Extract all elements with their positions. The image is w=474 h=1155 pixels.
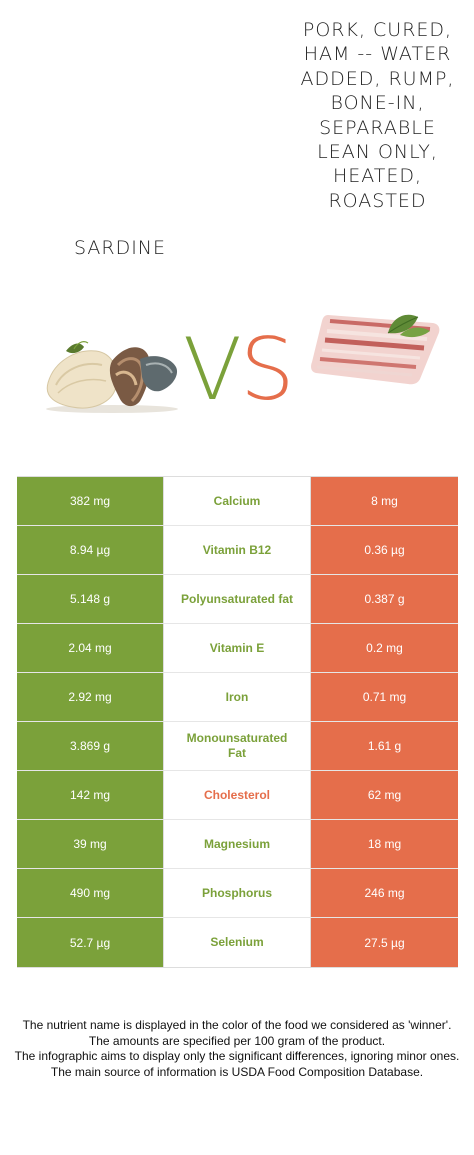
right-value: 0.36 µg <box>311 526 458 574</box>
left-value: 2.04 mg <box>17 624 163 672</box>
left-value: 5.148 g <box>17 575 163 623</box>
nutrient-name: Calcium <box>163 477 311 525</box>
right-food-title: Pork, cured, ham -- water added, rump, b… <box>300 19 455 212</box>
nutrient-name: Magnesium <box>163 820 311 868</box>
left-value: 2.92 mg <box>17 673 163 721</box>
vs-letter-v: V <box>183 320 242 420</box>
table-row: 5.148 g Polyunsaturated fat 0.387 g <box>17 575 458 624</box>
bacon-image <box>311 314 440 385</box>
nutrient-name: Monounsaturated Fat <box>163 722 311 770</box>
footer-notes: The nutrient name is displayed in the co… <box>14 1018 460 1080</box>
left-value: 490 mg <box>17 869 163 917</box>
right-value: 0.387 g <box>311 575 458 623</box>
right-value: 62 mg <box>311 771 458 819</box>
right-value: 1.61 g <box>311 722 458 770</box>
footer-note: The infographic aims to display only the… <box>14 1049 460 1063</box>
table-row: 2.92 mg Iron 0.71 mg <box>17 673 458 722</box>
nutrient-name: Cholesterol <box>163 771 311 819</box>
left-food-title: Sardine <box>73 237 167 259</box>
left-value: 8.94 µg <box>17 526 163 574</box>
footer-note: The nutrient name is displayed in the co… <box>22 1018 452 1032</box>
left-value: 39 mg <box>17 820 163 868</box>
table-row: 39 mg Magnesium 18 mg <box>17 820 458 869</box>
right-value: 18 mg <box>311 820 458 868</box>
table-row: 52.7 µg Selenium 27.5 µg <box>17 918 458 967</box>
nutrient-name: Iron <box>163 673 311 721</box>
table-row: 142 mg Cholesterol 62 mg <box>17 771 458 820</box>
nutrient-name: Vitamin B12 <box>163 526 311 574</box>
nutrient-name: Polyunsaturated fat <box>163 575 311 623</box>
table-row: 382 mg Calcium 8 mg <box>17 477 458 526</box>
nutrient-name: Vitamin E <box>163 624 311 672</box>
left-value: 142 mg <box>17 771 163 819</box>
nutrient-table: 382 mg Calcium 8 mg 8.94 µg Vitamin B12 0.36 … <box>17 476 458 968</box>
footer-note: The main source of information is USDA F… <box>50 1064 424 1079</box>
right-value: 8 mg <box>311 477 458 525</box>
table-row: 490 mg Phosphorus 246 mg <box>17 869 458 918</box>
left-value: 52.7 µg <box>17 918 163 967</box>
footer-note: The amounts are specified per 100 gram o… <box>88 1033 386 1048</box>
sardine-image <box>46 341 178 413</box>
table-row: 3.869 g Monounsaturated Fat 1.61 g <box>17 722 458 771</box>
vs-letter-s: S <box>240 320 295 420</box>
right-value: 246 mg <box>311 869 458 917</box>
table-row: 8.94 µg Vitamin B12 0.36 µg <box>17 526 458 575</box>
nutrient-name: Phosphorus <box>163 869 311 917</box>
nutrient-name: Selenium <box>163 918 311 967</box>
right-value: 27.5 µg <box>311 918 458 967</box>
left-value: 3.869 g <box>17 722 163 770</box>
table-row: 2.04 mg Vitamin E 0.2 mg <box>17 624 458 673</box>
right-value: 0.2 mg <box>311 624 458 672</box>
right-value: 0.71 mg <box>311 673 458 721</box>
left-value: 382 mg <box>17 477 163 525</box>
